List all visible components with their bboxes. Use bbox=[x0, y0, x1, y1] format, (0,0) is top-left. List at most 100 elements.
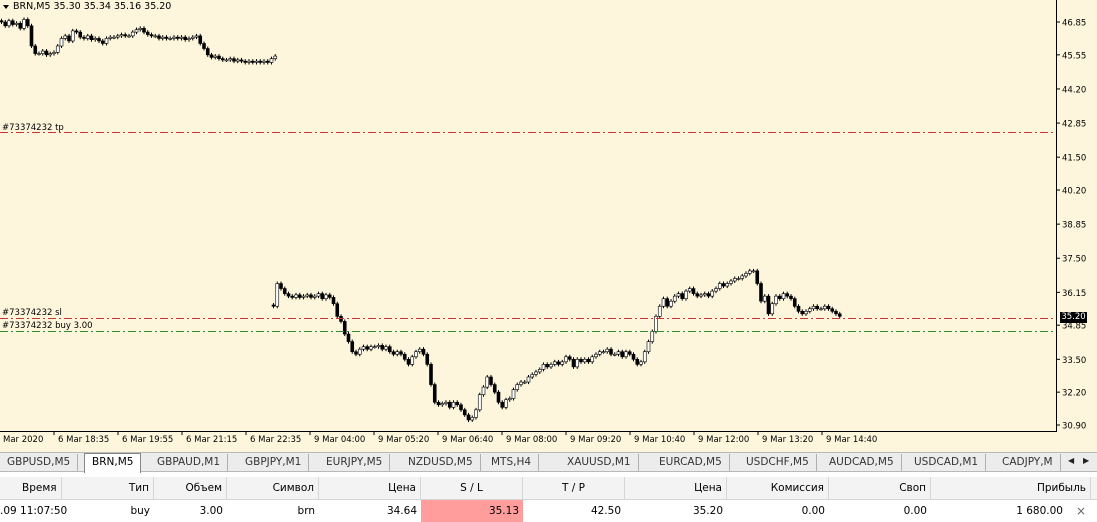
candle bbox=[496, 390, 501, 405]
candle-body bbox=[224, 59, 229, 62]
candle-body bbox=[485, 376, 490, 388]
candle-body bbox=[597, 351, 602, 355]
order-lines bbox=[0, 132, 1056, 332]
tab-eurjpy-m5[interactable]: EURJPY,M5 bbox=[319, 454, 391, 471]
column-header[interactable]: Символ bbox=[227, 477, 319, 499]
candle-body bbox=[254, 60, 259, 63]
column-header[interactable]: Цена bbox=[319, 477, 421, 499]
candle bbox=[123, 32, 128, 38]
column-header[interactable]: Своп bbox=[829, 477, 931, 499]
candle bbox=[294, 292, 298, 300]
scroll-right-icon[interactable]: ▶ bbox=[1083, 456, 1090, 465]
candle-body bbox=[153, 35, 158, 38]
candle-body bbox=[762, 295, 767, 302]
candle bbox=[309, 292, 313, 300]
tab-xauusd-m1[interactable]: XAUUSD,M1 bbox=[560, 454, 639, 471]
tab-gbpjpy-m1[interactable]: GBPJPY,M1 bbox=[238, 454, 310, 471]
candle-body bbox=[732, 278, 737, 282]
candle bbox=[766, 294, 771, 316]
time-tick-label: Mar 2020 bbox=[3, 435, 43, 445]
candle-body bbox=[819, 308, 823, 311]
chart-area[interactable]: 46.85 45.55 44.20 42.85 41.50 40.20 38.85 37.50… bbox=[0, 0, 1097, 452]
tab-usdchf-m5[interactable]: USDCHF,M5 bbox=[739, 454, 817, 471]
tab-brn-m5[interactable]: BRN,M5 bbox=[84, 453, 142, 473]
candle-body bbox=[609, 348, 613, 355]
tab-audcad-m5[interactable]: AUDCAD,M5 bbox=[822, 454, 902, 471]
tab-eurcad-m5[interactable]: EURCAD,M5 bbox=[652, 454, 730, 471]
column-header[interactable]: T / P bbox=[523, 477, 625, 499]
candle-body bbox=[714, 288, 718, 292]
candle bbox=[586, 357, 591, 364]
candle bbox=[40, 49, 45, 56]
candle-body bbox=[567, 356, 572, 360]
candle bbox=[104, 36, 109, 46]
table-row[interactable]: .09 11:07:50 buy 3.00 brn 34.64 35.13 42.50 35.… bbox=[0, 500, 1097, 522]
candle-body bbox=[440, 403, 445, 406]
column-header[interactable]: Время bbox=[0, 477, 62, 499]
candle-body bbox=[78, 31, 83, 38]
candle bbox=[785, 291, 790, 299]
price-tick-label: 37.50 bbox=[1062, 255, 1086, 265]
candle-body bbox=[290, 295, 295, 298]
candle-body bbox=[792, 298, 797, 307]
candle bbox=[402, 352, 407, 362]
symbol-text: BRN,M5 35.30 35.34 35.16 35.20 bbox=[13, 1, 172, 12]
candle-body bbox=[500, 401, 505, 408]
candle-body bbox=[672, 295, 677, 302]
candle bbox=[601, 349, 606, 354]
candle-body bbox=[496, 391, 501, 403]
tab-mts-h4[interactable]: MTS,H4 bbox=[484, 454, 540, 471]
candle bbox=[481, 385, 486, 397]
column-header[interactable]: Прибыль bbox=[931, 477, 1091, 499]
candle-body bbox=[48, 53, 53, 56]
candle-body bbox=[346, 333, 351, 342]
table-cell: buy bbox=[130, 505, 150, 517]
tab-gbpusd-m5[interactable]: GBPUSD,M5 bbox=[0, 454, 79, 471]
column-header[interactable]: S / L bbox=[421, 477, 523, 499]
tab-gbpaud-m1[interactable]: GBPAUD,M1 bbox=[150, 454, 229, 471]
column-header[interactable]: Цена bbox=[625, 477, 727, 499]
candle-body bbox=[560, 361, 565, 365]
candle-body bbox=[130, 31, 135, 37]
candle bbox=[350, 339, 355, 354]
candle-body bbox=[822, 305, 827, 310]
candle bbox=[286, 291, 291, 299]
price-chart[interactable]: 46.85 45.55 44.20 42.85 41.50 40.20 38.85 37.50… bbox=[0, 0, 1097, 452]
candle-body bbox=[702, 293, 707, 296]
tab-usdcad-m1[interactable]: USDCAD,M1 bbox=[907, 454, 987, 471]
candle bbox=[556, 359, 561, 367]
candle bbox=[89, 33, 94, 42]
candle bbox=[654, 314, 658, 334]
candle bbox=[564, 354, 568, 364]
candle bbox=[642, 349, 647, 364]
candle bbox=[357, 347, 362, 357]
candle-body bbox=[282, 288, 287, 294]
tab-nzdusd-m5[interactable]: NZDUSD,M5 bbox=[401, 454, 481, 471]
candle-body bbox=[657, 305, 662, 317]
candle-body bbox=[811, 305, 816, 310]
candle bbox=[837, 311, 842, 319]
candle bbox=[492, 382, 497, 395]
tab-cadjpy-m[interactable]: CADJPY,M bbox=[995, 454, 1061, 471]
close-position-icon[interactable]: × bbox=[1076, 504, 1087, 518]
candle-body bbox=[40, 50, 45, 54]
candle-body bbox=[395, 351, 400, 355]
scroll-left-icon[interactable]: ◀ bbox=[1068, 456, 1075, 465]
candle bbox=[830, 306, 835, 314]
candle-body bbox=[624, 351, 628, 358]
candle bbox=[67, 33, 71, 43]
column-header[interactable]: Тип bbox=[62, 477, 154, 499]
candle-body bbox=[729, 280, 733, 284]
candle-body bbox=[759, 283, 763, 302]
candle-body bbox=[635, 359, 640, 365]
candle bbox=[759, 281, 763, 304]
candle bbox=[365, 344, 370, 352]
price-tick-label: 33.50 bbox=[1062, 356, 1086, 366]
candle-body bbox=[541, 364, 546, 370]
candle bbox=[372, 344, 377, 349]
candle-body bbox=[14, 22, 19, 25]
candle bbox=[235, 57, 240, 64]
column-header[interactable]: Объем bbox=[154, 477, 227, 499]
candle-body bbox=[492, 384, 497, 393]
column-header[interactable]: Комиссия bbox=[727, 477, 829, 499]
